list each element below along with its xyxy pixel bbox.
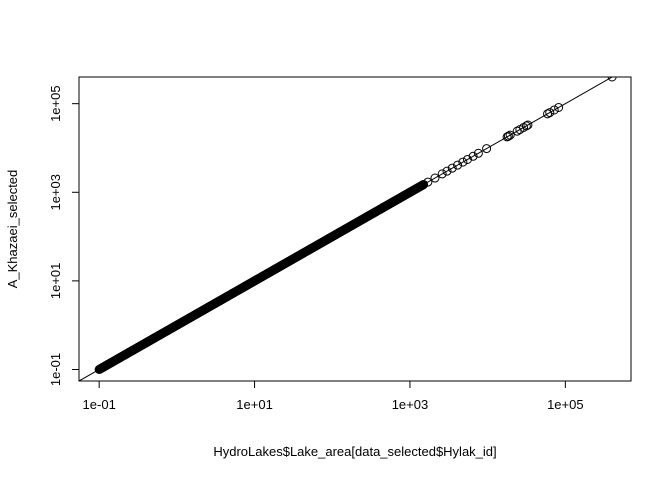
data-point <box>462 154 472 164</box>
x-tick-label: 1e+03 <box>392 397 429 412</box>
y-axis-title: A_Khazaei_selected <box>5 170 20 289</box>
data-point <box>543 109 553 119</box>
data-point <box>437 169 447 179</box>
data-point <box>519 122 529 132</box>
x-tick-label: 1e+05 <box>547 397 584 412</box>
x-axis-title: HydroLakes$Lake_area[data_selected$Hylak… <box>213 444 496 459</box>
x-axis: 1e-01 1e+01 1e+03 1e+05 <box>83 380 584 412</box>
data-point <box>458 157 468 167</box>
data-point <box>419 179 429 189</box>
data-point <box>430 173 440 183</box>
y-tick-label: 1e+05 <box>48 85 63 122</box>
data-point <box>554 102 564 112</box>
y-tick-label: 1e+03 <box>48 174 63 211</box>
data-point <box>442 166 452 176</box>
x-tick-label: 1e-01 <box>83 397 116 412</box>
data-point <box>549 105 559 115</box>
data-point <box>473 148 483 158</box>
data-point <box>503 131 513 141</box>
data-point <box>447 163 457 173</box>
data-point <box>523 120 533 130</box>
data-point <box>521 121 531 131</box>
x-tick-label: 1e+01 <box>236 397 273 412</box>
data-point <box>423 177 433 187</box>
data-point <box>468 151 478 161</box>
y-tick-label: 1e-01 <box>48 353 63 386</box>
data-point <box>505 130 515 140</box>
y-axis: 1e-01 1e+01 1e+03 1e+05 <box>48 85 80 386</box>
data-point <box>607 77 617 82</box>
data-point <box>482 144 492 154</box>
y-tick-label: 1e+01 <box>48 263 63 300</box>
data-point <box>453 160 463 170</box>
plot-area <box>79 77 617 381</box>
data-point <box>545 108 555 118</box>
